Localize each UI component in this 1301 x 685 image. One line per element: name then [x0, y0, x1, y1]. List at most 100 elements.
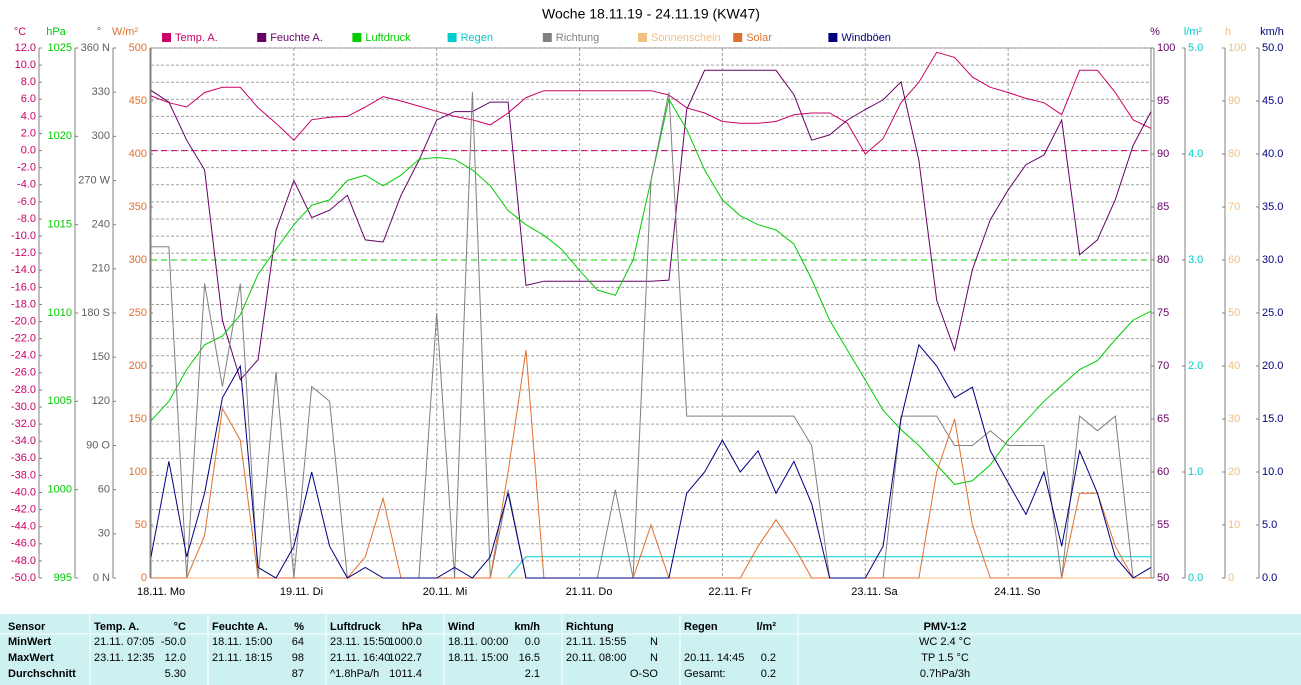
pmv-line: WC 2.4 °C	[919, 636, 971, 648]
legend-label: Richtung	[556, 32, 599, 44]
pmv-title: PMV-1:2	[924, 621, 967, 633]
y-tick-label: 30	[98, 528, 110, 540]
legend-label: Windböen	[841, 32, 891, 44]
y-tick-label: 85	[1157, 201, 1169, 213]
cell-value: 64	[292, 636, 304, 648]
y-tick-label: 250	[129, 307, 147, 319]
y-tick-label: 1015	[48, 219, 72, 231]
group-name: Temp. A.	[94, 621, 139, 633]
y-tick-label: 500	[129, 42, 147, 54]
group-name: Wind	[448, 621, 475, 633]
axis-unit: W/m²	[112, 26, 139, 38]
y-tick-label: 1.0	[1188, 466, 1203, 478]
table-header: Sensor	[8, 621, 46, 633]
cell-time: ^1.8hPa/h	[330, 668, 379, 680]
y-tick-label: 5.0	[1262, 519, 1277, 531]
y-tick-label: 150	[129, 413, 147, 425]
y-tick-label: 4.0	[1188, 148, 1203, 160]
y-tick-label: 50	[1228, 307, 1240, 319]
y-tick-label: 30	[1228, 413, 1240, 425]
y-tick-label: -16.0	[11, 281, 36, 293]
legend-swatch	[257, 33, 267, 42]
y-tick-label: 300	[92, 130, 110, 142]
cell-time: 23.11. 12:35	[94, 652, 154, 664]
y-tick-label: 8.0	[21, 76, 36, 88]
series-line	[150, 343, 1152, 579]
legend-swatch	[638, 33, 647, 42]
row-label: MaxWert	[8, 652, 54, 664]
y-tick-label: -4.0	[17, 179, 36, 191]
y-tick-label: 3.0	[1188, 254, 1203, 266]
y-tick-label: 95	[1157, 95, 1169, 107]
y-tick-label: 180 S	[81, 307, 110, 319]
y-tick-label: 450	[129, 95, 147, 107]
y-tick-label: 1010	[48, 307, 72, 319]
series-line	[151, 350, 1151, 579]
y-tick-label: -10.0	[11, 230, 36, 242]
y-tick-label: 12.0	[15, 42, 36, 54]
row-label: Durchschnitt	[8, 668, 76, 680]
group-unit: hPa	[402, 621, 423, 633]
y-tick-label: 0	[1228, 572, 1234, 584]
plot-area	[150, 47, 1152, 579]
axis-unit: hPa	[46, 26, 66, 38]
group-unit: °C	[174, 621, 186, 633]
y-tick-label: -22.0	[11, 333, 36, 345]
legend-label: Sonnenschein	[651, 32, 721, 44]
y-tick-label: 210	[92, 263, 110, 275]
y-tick-label: 6.0	[21, 93, 36, 105]
cell-value: N	[650, 652, 658, 664]
y-tick-label: 50.0	[1262, 42, 1283, 54]
y-tick-label: 60	[1228, 254, 1240, 266]
y-tick-label: 100	[1228, 42, 1246, 54]
y-tick-label: 10.0	[15, 59, 36, 71]
y-tick-label: 150	[92, 351, 110, 363]
y-tick-label: 40.0	[1262, 148, 1283, 160]
series-line	[150, 69, 1152, 381]
y-tick-label: 100	[129, 466, 147, 478]
y-tick-label: -12.0	[11, 247, 36, 259]
y-tick-label: 330	[92, 86, 110, 98]
cell-time: Gesamt:	[684, 668, 726, 680]
y-tick-label: 350	[129, 201, 147, 213]
axis-unit: %	[1150, 26, 1160, 38]
y-tick-label: -6.0	[17, 196, 36, 208]
y-tick-label: -18.0	[11, 298, 36, 310]
x-tick-label: 19.11. Di	[280, 586, 323, 598]
cell-value: 5.30	[165, 668, 186, 680]
y-tick-label: 50	[135, 519, 147, 531]
y-tick-label: 120	[92, 395, 110, 407]
group-name: Luftdruck	[330, 621, 382, 633]
y-tick-label: -26.0	[11, 367, 36, 379]
y-tick-label: 70	[1157, 360, 1169, 372]
y-tick-label: 15.0	[1262, 413, 1283, 425]
y-tick-label: 270 W	[78, 174, 110, 186]
legend-label: Regen	[461, 32, 493, 44]
legend-label: Solar	[746, 32, 772, 44]
y-tick-label: 60	[98, 484, 110, 496]
chart-title: Woche 18.11.19 - 24.11.19 (KW47)	[542, 6, 760, 22]
y-tick-label: 200	[129, 360, 147, 372]
series-line	[151, 92, 1151, 579]
y-tick-label: -48.0	[11, 555, 36, 567]
y-tick-label: -40.0	[11, 486, 36, 498]
y-tick-label: 25.0	[1262, 307, 1283, 319]
y-tick-label: 90	[1228, 95, 1240, 107]
y-tick-label: 55	[1157, 519, 1169, 531]
y-tick-label: 360 N	[81, 42, 110, 54]
y-tick-label: 0	[141, 572, 147, 584]
legend-swatch	[828, 33, 838, 42]
y-tick-label: 10.0	[1262, 466, 1283, 478]
y-tick-label: -24.0	[11, 350, 36, 362]
y-tick-label: 10	[1228, 519, 1240, 531]
cell-time: 21.11. 16:40	[330, 652, 390, 664]
pmv-line: 0.7hPa/3h	[920, 668, 970, 680]
y-tick-label: -50.0	[11, 572, 36, 584]
cell-value: 2.1	[525, 668, 540, 680]
axis-unit: °C	[14, 26, 26, 38]
y-tick-label: -14.0	[11, 264, 36, 276]
cell-time: 21.11. 07:05	[94, 636, 154, 648]
y-tick-label: 0.0	[1262, 572, 1277, 584]
cell-time: 23.11. 15:50	[330, 636, 390, 648]
